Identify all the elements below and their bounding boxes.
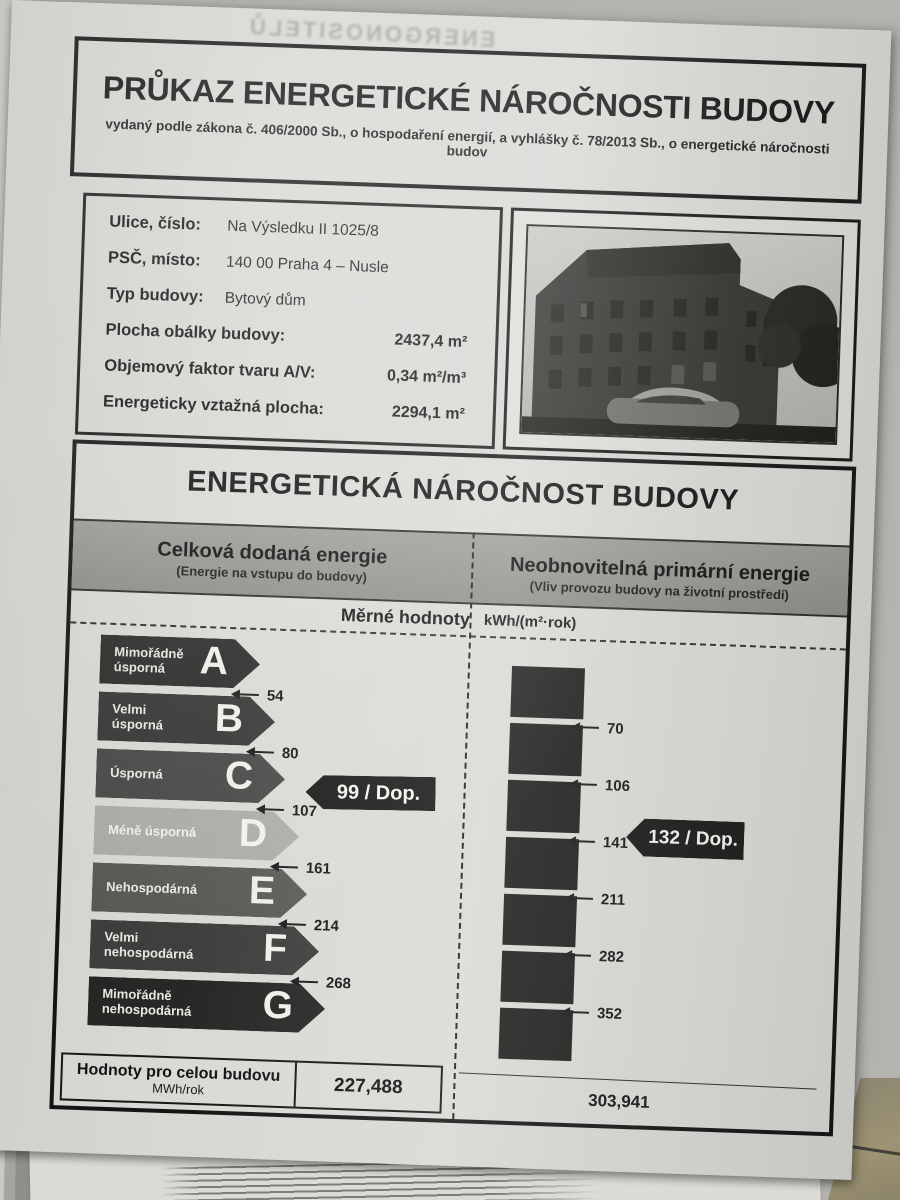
info-value: 0,34 m²/m³ <box>386 367 467 388</box>
left-arrow-icon <box>257 808 284 811</box>
threshold-value: 211 <box>600 890 626 909</box>
threshold-value: 107 <box>291 801 318 820</box>
left-arrow-icon <box>247 750 274 754</box>
band-label: Velmi nehospodárná <box>103 928 194 962</box>
rating-scale: Mimořádně úsporná A Velmi úsporná B Úspo… <box>55 623 845 1075</box>
threshold-value: 214 <box>313 916 340 935</box>
primary-energy-header: Neobnovitelná primární energie (Vliv pro… <box>470 534 849 615</box>
band-letter: D <box>238 811 268 856</box>
band-letter: F <box>262 926 288 970</box>
info-value: 140 00 Praha 4 – Nusle <box>225 253 390 277</box>
threshold-marker: 80 <box>247 744 299 762</box>
building-photo-frame <box>502 207 861 462</box>
threshold-value: 268 <box>325 974 352 992</box>
band-label: Mimořádně úsporná <box>113 643 184 676</box>
total-delivered-value: 227,488 <box>333 1074 403 1099</box>
threshold-value: 54 <box>266 686 284 705</box>
info-label: Ulice, číslo: <box>109 212 202 234</box>
delivered-energy-header: Celková dodaná energie (Energie na vstup… <box>72 520 473 602</box>
info-value: 2294,1 m² <box>391 403 466 424</box>
primary-block-A <box>510 665 586 720</box>
info-label: PSČ, místo: <box>107 248 201 270</box>
threshold-value: 352 <box>596 1004 623 1023</box>
total-primary-value: 303,941 <box>587 1090 650 1112</box>
band-label: Méně úsporná <box>107 821 197 840</box>
left-arrow-icon <box>568 839 596 843</box>
left-arrow-icon <box>232 693 259 697</box>
threshold-marker: 214 <box>279 916 340 935</box>
building-photo <box>519 224 845 446</box>
left-arrow-icon <box>562 1010 590 1014</box>
threshold-marker: 141 <box>568 833 629 852</box>
band-letter: C <box>224 753 254 798</box>
primary-value-pointer: 132 / Dop. <box>626 818 745 860</box>
section-title: ENERGETICKÁ NÁROČNOST BUDOVY <box>186 465 740 517</box>
threshold-marker: 70 <box>572 719 624 738</box>
threshold-value: 282 <box>598 947 625 966</box>
left-arrow-icon <box>564 953 592 957</box>
totals-units: MWh/rok <box>151 1080 205 1098</box>
band-label: Mimořádně nehospodárná <box>101 985 192 1019</box>
threshold-value: 70 <box>606 719 624 738</box>
threshold-marker: 352 <box>562 1004 623 1023</box>
threshold-marker: 106 <box>570 776 631 795</box>
left-arrow-icon <box>291 980 318 984</box>
totals-divider-line <box>458 1072 817 1090</box>
band-A: Mimořádně úsporná A <box>99 634 261 689</box>
threshold-value: 141 <box>602 833 629 852</box>
threshold-marker: 107 <box>257 801 318 820</box>
certificate-page: ENERGONOSITELŮ PRŮKAZ ENERGETICKÉ NÁROČN… <box>0 0 891 1180</box>
band-letter: A <box>199 638 229 683</box>
energy-rating-section: ENERGETICKÁ NÁROČNOST BUDOVY Celková dod… <box>49 439 857 1137</box>
band-letter: G <box>261 983 294 1028</box>
band-label: Velmi úsporná <box>111 700 164 733</box>
units-value: kWh/(m²·rok) <box>483 611 577 633</box>
band-letter: B <box>214 696 244 741</box>
building-photo-image <box>521 226 843 443</box>
threshold-marker: 161 <box>271 859 332 878</box>
left-arrow-icon <box>572 726 599 729</box>
info-value: 2437,4 m² <box>394 331 468 352</box>
info-value: Bytový dům <box>224 289 306 310</box>
threshold-marker: 211 <box>566 890 626 909</box>
threshold-marker: 282 <box>564 947 625 966</box>
threshold-marker: 54 <box>232 686 284 705</box>
threshold-value: 106 <box>604 776 631 795</box>
totals-box: Hodnoty pro celou budovu MWh/rok 227,488 <box>59 1052 444 1114</box>
info-value: Na Výsledku II 1025/8 <box>226 217 380 240</box>
left-arrow-icon <box>566 896 594 900</box>
units-label: Měrné hodnoty <box>340 604 471 630</box>
band-label: Nehospodárná <box>105 878 198 898</box>
left-arrow-icon <box>279 922 306 926</box>
building-info-box: Ulice, číslo: Na Výsledku II 1025/8 PSČ,… <box>74 192 504 450</box>
band-label: Úsporná <box>109 764 164 782</box>
info-label: Typ budovy: <box>106 284 204 306</box>
threshold-marker: 268 <box>291 973 352 992</box>
totals-label-cell: Hodnoty pro celou budovu MWh/rok <box>61 1054 298 1107</box>
band-letter: E <box>248 868 276 913</box>
delivered-value-pointer: 99 / Dop. <box>305 775 436 811</box>
left-arrow-icon <box>271 865 298 869</box>
threshold-value: 80 <box>281 744 299 762</box>
title-box: PRŮKAZ ENERGETICKÉ NÁROČNOSTI BUDOVY vyd… <box>69 36 867 204</box>
left-arrow-icon <box>570 782 597 786</box>
threshold-value: 161 <box>305 859 332 878</box>
